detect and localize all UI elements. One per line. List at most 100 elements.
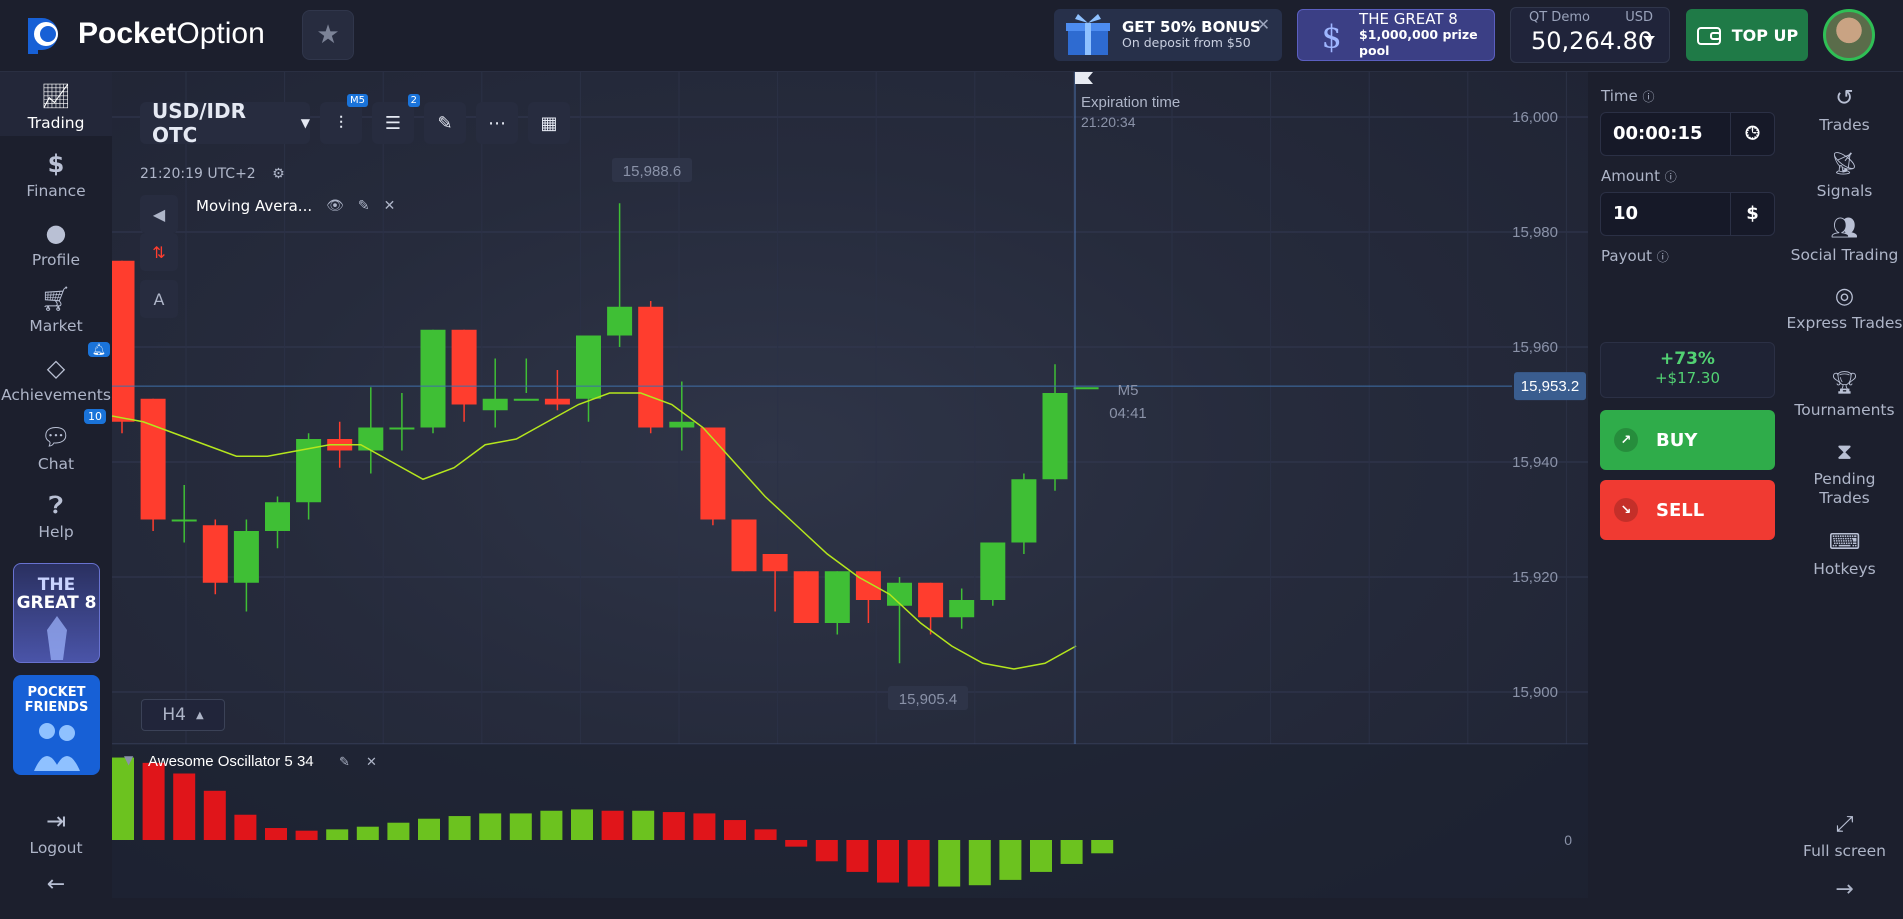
oscillator-bar bbox=[846, 840, 869, 872]
amount-input[interactable]: 10 $ bbox=[1600, 192, 1775, 236]
amount-label-text: Amount bbox=[1601, 167, 1660, 185]
sliders-icon: ☰ bbox=[384, 112, 402, 134]
bonus-promo-banner[interactable]: GET 50% BONUS On deposit from $50 ✕ bbox=[1054, 9, 1282, 61]
chart-type-button[interactable]: ⫶ M5 bbox=[320, 94, 368, 144]
sidebar-item-label: Social Trading bbox=[1790, 246, 1899, 264]
chevron-down-icon: ▼ bbox=[124, 753, 134, 767]
more-button[interactable]: ⋯ bbox=[476, 102, 518, 144]
great8-card[interactable]: THE GREAT 8 bbox=[13, 563, 100, 663]
low-price-label: 15,905.4 bbox=[899, 691, 957, 708]
time-axis-bar bbox=[112, 898, 1588, 919]
help-icon[interactable]: ⓘ bbox=[1642, 90, 1655, 104]
promo-title: GET 50% BONUS bbox=[1122, 18, 1261, 36]
pocket-option-logo-icon bbox=[28, 18, 58, 54]
asset-selector[interactable]: USD/IDR OTC ▼ bbox=[140, 99, 310, 147]
arrow-down-right-icon: ↘ bbox=[1614, 498, 1638, 522]
help-icon[interactable]: ⓘ bbox=[1664, 170, 1677, 184]
candle-body bbox=[420, 329, 446, 428]
oscillator-bar bbox=[907, 840, 930, 887]
help-icon[interactable]: ⓘ bbox=[1656, 250, 1669, 264]
card-line: FRIENDS bbox=[24, 700, 89, 715]
oscillator-bar bbox=[387, 822, 410, 840]
candles-icon: ⫶ bbox=[338, 112, 344, 134]
favorites-button[interactable]: ★ bbox=[302, 10, 354, 60]
oscillator-bar bbox=[815, 840, 838, 862]
fullscreen-label: Full screen bbox=[1803, 842, 1886, 860]
sidebar-item-tournaments[interactable]: 🏆︎ Tournaments bbox=[1786, 371, 1903, 420]
sidebar-item-label: Trades bbox=[1819, 116, 1870, 134]
oscillator-bar bbox=[877, 840, 899, 883]
sidebar-item-pending-trades[interactable]: ⧗ Pending Trades bbox=[1786, 440, 1903, 508]
drawing-tools-button[interactable]: ✎ bbox=[424, 102, 466, 144]
avatar[interactable] bbox=[1823, 9, 1875, 61]
candle-body bbox=[669, 421, 695, 428]
diamond-icon: ◇ bbox=[46, 354, 66, 382]
sidebar-item-achievements[interactable]: ◇ Achievements 🔔︎ bbox=[0, 342, 112, 408]
chart-area[interactable]: 16,00015,98015,96015,94015,92015,90018:5… bbox=[112, 72, 1588, 919]
time-input[interactable]: 00:00:15 🕒︎ bbox=[1600, 112, 1775, 156]
candle-body bbox=[576, 335, 601, 399]
gear-icon[interactable]: ⚙ bbox=[272, 166, 285, 182]
high-price-label: 15,988.6 bbox=[623, 163, 681, 180]
chevron-down-icon: ▼ bbox=[300, 116, 310, 130]
logout-button[interactable]: ⇥ Logout bbox=[0, 797, 112, 861]
text-tool-button[interactable]: A bbox=[140, 280, 178, 318]
right-sidebar: ↺ Trades 📡︎ Signals 👥︎ Social Trading ◎ … bbox=[1786, 72, 1903, 919]
oscillator-bar bbox=[540, 810, 563, 840]
close-icon: ✕ bbox=[366, 755, 377, 770]
price-chart[interactable]: 16,00015,98015,96015,94015,92015,90018:5… bbox=[112, 72, 1588, 919]
sidebar-item-label: Tournaments bbox=[1794, 401, 1895, 419]
sidebar-item-market[interactable]: 🛒︎ Market bbox=[0, 275, 112, 339]
timeframe-selector[interactable]: H4 ▲ bbox=[141, 699, 225, 731]
candle-body bbox=[358, 427, 384, 451]
logo[interactable]: PocketOption bbox=[24, 14, 265, 54]
close-icon[interactable]: ✕ bbox=[1256, 15, 1270, 34]
candle-body bbox=[607, 306, 633, 336]
sidebar-item-express-trades[interactable]: ◎ Express Trades bbox=[1786, 284, 1903, 333]
chevron-down-icon bbox=[1643, 36, 1655, 43]
logout-icon: ⇥ bbox=[45, 807, 67, 835]
card-line: THE bbox=[37, 575, 76, 595]
price-tick-label: 15,940 bbox=[1512, 454, 1558, 471]
candle-body bbox=[918, 582, 944, 618]
close-icon[interactable]: ✕ bbox=[383, 198, 396, 214]
sidebar-item-signals[interactable]: 📡︎ Signals bbox=[1786, 152, 1903, 201]
great8-promo-banner[interactable]: $ THE GREAT 8 $1,000,000 prize pool bbox=[1297, 9, 1495, 61]
sell-button[interactable]: ↘ SELL bbox=[1600, 480, 1775, 540]
sidebar-item-hotkeys[interactable]: ⌨ Hotkeys bbox=[1786, 530, 1903, 579]
text-icon: A bbox=[153, 289, 165, 309]
layout-button[interactable]: ▦ bbox=[528, 102, 570, 144]
dollar-circle-icon[interactable]: $ bbox=[1730, 193, 1774, 235]
top-up-button[interactable]: TOP UP bbox=[1686, 9, 1808, 61]
oscillator-bar bbox=[112, 757, 134, 840]
ellipsis-icon: ⋯ bbox=[488, 112, 506, 134]
indicators-button[interactable]: ☰ 2 bbox=[372, 94, 420, 144]
edit-icon[interactable]: ✎ bbox=[357, 198, 370, 214]
fullscreen-button[interactable]: ⤢ Full screen bbox=[1786, 812, 1903, 861]
arrow-up-right-icon: ↗ bbox=[1614, 428, 1638, 452]
sidebar-item-finance[interactable]: $ Finance bbox=[0, 140, 112, 204]
candle-timeframe-label: M5 bbox=[1118, 382, 1139, 399]
current-price-tag bbox=[1514, 372, 1586, 401]
account-type: QT Demo bbox=[1529, 10, 1590, 25]
collapse-indicators-button[interactable]: ◀ bbox=[140, 195, 178, 233]
pocket-friends-card[interactable]: POCKET FRIENDS bbox=[13, 675, 100, 775]
sidebar-item-trades[interactable]: ↺ Trades bbox=[1786, 86, 1903, 135]
sidebar-item-help[interactable]: ❓︎ Help bbox=[0, 481, 112, 545]
help-icon: ❓︎ bbox=[48, 491, 64, 519]
sidebar-item-profile[interactable]: ● Profile bbox=[0, 209, 112, 273]
history-icon: ↺ bbox=[1835, 86, 1854, 111]
sort-button[interactable]: ⇅ bbox=[140, 233, 178, 271]
eye-icon[interactable]: 👁︎ bbox=[326, 198, 344, 214]
sidebar-item-social-trading[interactable]: 👥︎ Social Trading bbox=[1786, 216, 1903, 265]
candle-body bbox=[980, 542, 1006, 600]
balance-selector[interactable]: QT Demo USD 50,264.80 bbox=[1510, 7, 1670, 63]
oscillator-bar bbox=[938, 840, 961, 887]
sidebar-item-chat[interactable]: 💬︎ Chat 10 bbox=[0, 409, 112, 477]
clock-icon[interactable]: 🕒︎ bbox=[1730, 113, 1774, 155]
buy-button[interactable]: ↗ BUY bbox=[1600, 410, 1775, 470]
collapse-arrow-icon[interactable]: ← bbox=[46, 872, 66, 897]
candle-body bbox=[140, 398, 166, 520]
expand-arrow-icon[interactable]: → bbox=[1835, 877, 1854, 902]
sidebar-item-trading[interactable]: 📈︎ Trading bbox=[0, 72, 112, 136]
